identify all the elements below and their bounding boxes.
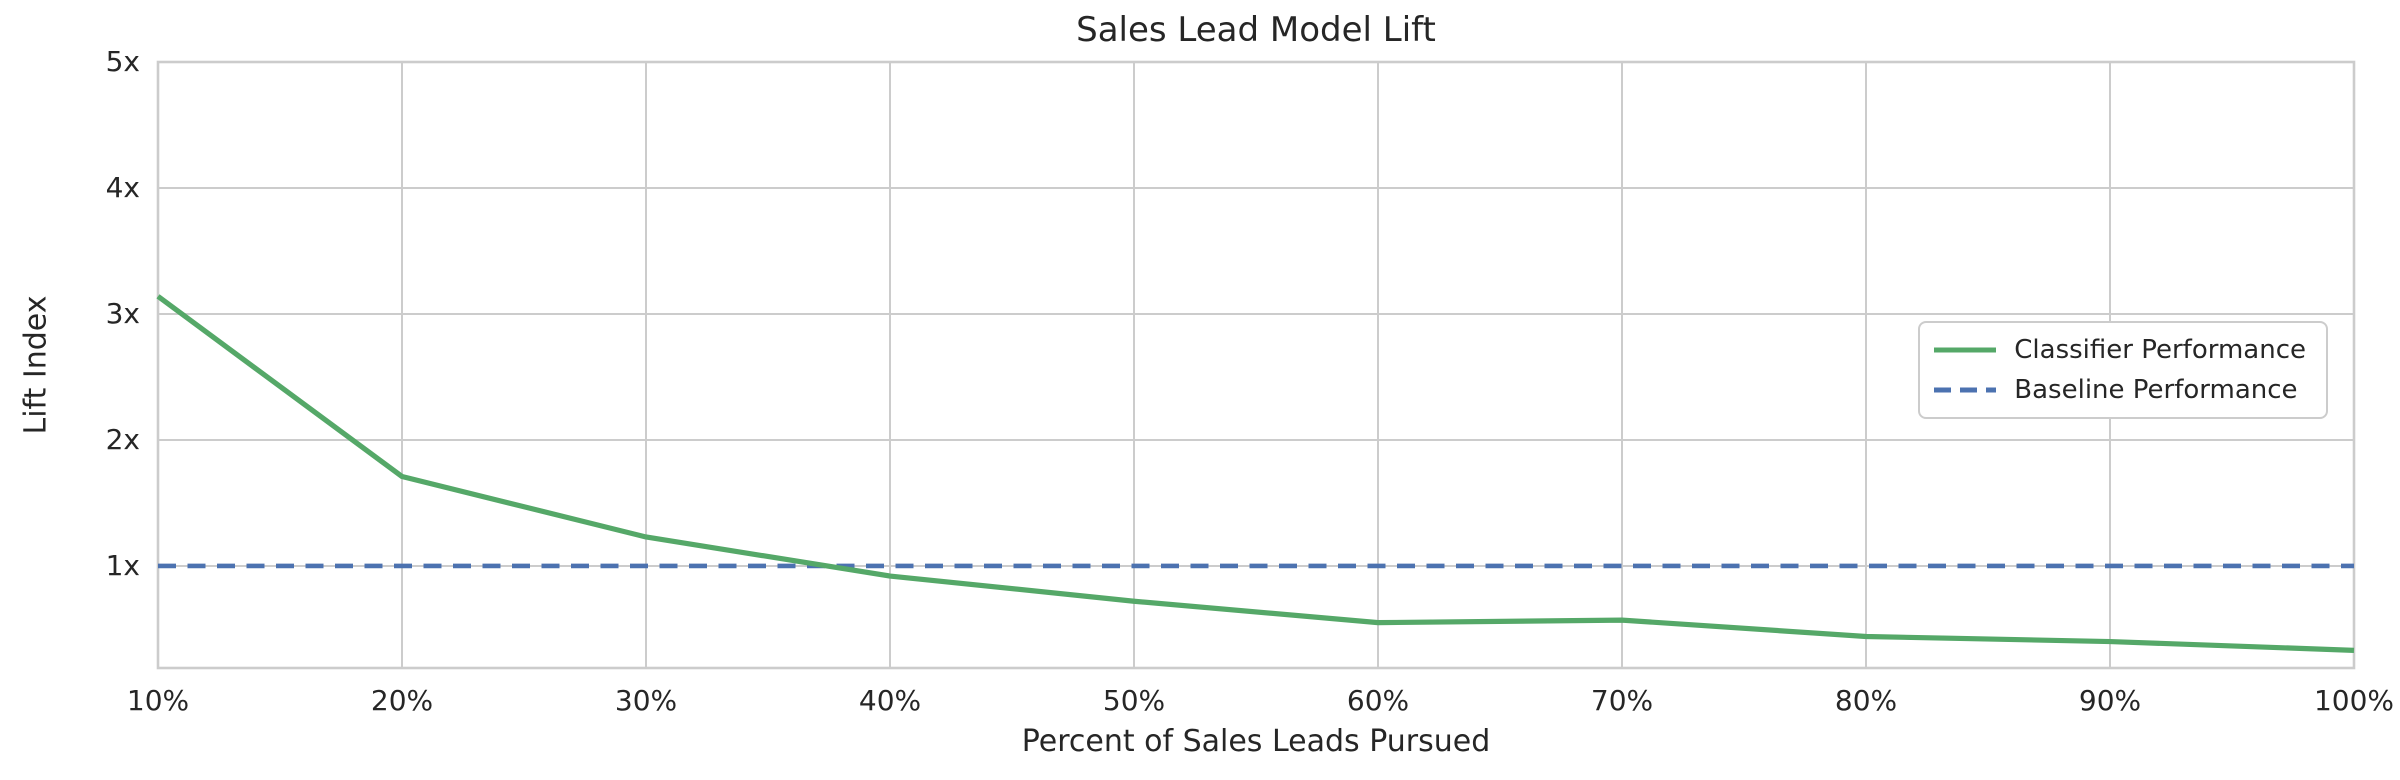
y-tick-label: 3x: [105, 296, 140, 330]
x-tick-label: 70%: [1590, 684, 1654, 717]
y-tick-label: 2x: [105, 422, 140, 456]
y-tick-label: 1x: [105, 548, 140, 582]
legend-entry-label: Baseline Performance: [2014, 375, 2298, 405]
x-tick-label: 50%: [1102, 684, 1166, 717]
chart-title: Sales Lead Model Lift: [1076, 10, 1436, 50]
x-tick-label: 20%: [370, 684, 434, 717]
classifier-line: [156, 294, 2355, 653]
legend-dashed-line-sample: [1934, 387, 1997, 393]
legend-entry-label: Classifier Performance: [2014, 335, 2306, 365]
y-tick-label: 5x: [105, 45, 140, 78]
x-tick-label: 40%: [858, 684, 922, 717]
legend-entry: Classifier Performance: [1934, 333, 2306, 367]
x-tick-label: 80%: [1834, 684, 1898, 717]
x-tick-label: 30%: [614, 684, 678, 717]
x-tick-label: 90%: [2078, 684, 2142, 717]
legend-solid-line-sample: [1934, 347, 1997, 353]
x-tick-label: 100%: [2313, 684, 2395, 717]
plot-border: [156, 60, 2356, 670]
x-tick-label: 10%: [126, 684, 190, 717]
x-tick-label: 60%: [1346, 684, 1410, 717]
legend: Classifier Performance Baseline Performan…: [1918, 321, 2328, 419]
y-tick-label: 4x: [105, 170, 140, 204]
legend-entry: Baseline Performance: [1934, 373, 2306, 407]
x-axis-label: Percent of Sales Leads Pursued: [1021, 724, 1491, 759]
